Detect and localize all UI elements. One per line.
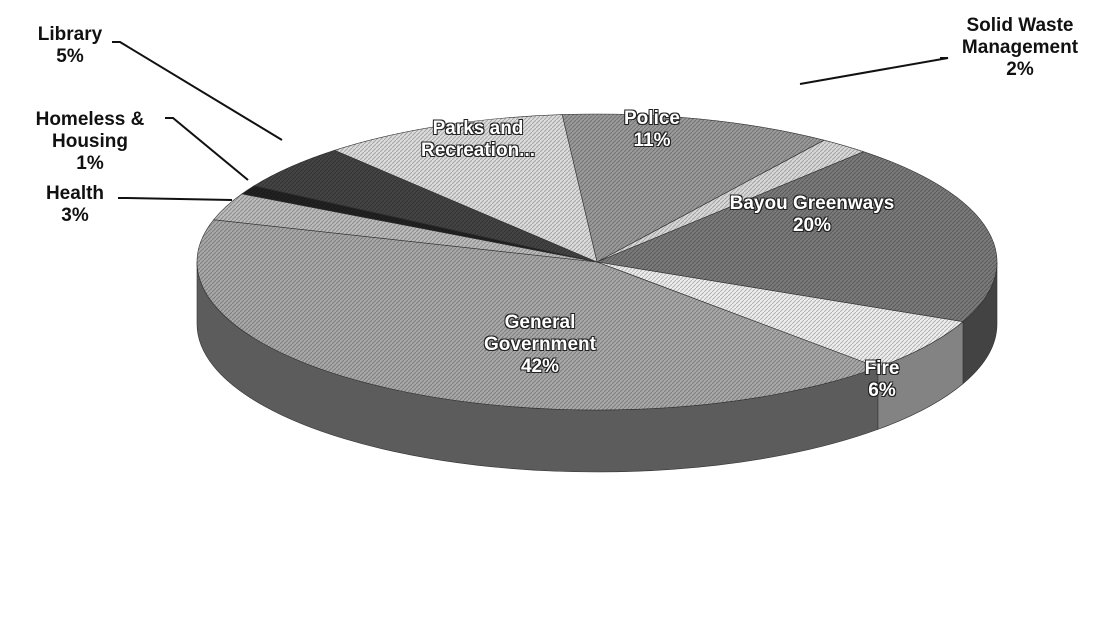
- value-label: 11%: [633, 130, 671, 151]
- category-label: Library: [37, 24, 103, 45]
- category-label: Health: [45, 183, 105, 204]
- value-label: 6%: [868, 380, 896, 401]
- category-label: General Government: [484, 312, 596, 355]
- slice-texture: [213, 193, 598, 262]
- slice-texture: [597, 151, 997, 322]
- slice-texture: [597, 262, 963, 368]
- slice-texture: [597, 140, 864, 262]
- slice-label: General Government 42%: [455, 312, 625, 378]
- value-label: 1%: [76, 153, 104, 174]
- slice-texture: [197, 219, 878, 410]
- slice-texture: [254, 150, 597, 262]
- value-label: 3%: [61, 205, 89, 226]
- slice-label: Solid Waste Management 2%: [925, 15, 1107, 81]
- slice-label: Fire 6%: [865, 358, 900, 402]
- value-label: 2%: [1006, 59, 1034, 80]
- slice-label: Parks and Recreation...: [398, 118, 558, 162]
- slice-label: Police 11%: [624, 108, 680, 152]
- value-label: 20%: [792, 215, 832, 236]
- leader-line: [799, 57, 949, 85]
- category-label: Solid Waste Management: [961, 15, 1079, 58]
- value-label: 5%: [56, 46, 84, 67]
- leader-line: [112, 41, 283, 141]
- category-label: Parks and Recreation...: [420, 118, 536, 161]
- leader-line: [165, 117, 249, 181]
- category-label: Bayou Greenways: [729, 193, 895, 214]
- slice-texture: [241, 185, 597, 262]
- slice-label: Health 3%: [46, 183, 104, 227]
- value-label: 42%: [520, 356, 560, 377]
- category-label: Police: [624, 108, 680, 129]
- slice-label: Bayou Greenways 20%: [672, 193, 952, 237]
- slice-label: Library 5%: [38, 24, 102, 68]
- slice-texture: [562, 114, 825, 262]
- slice-label: Homeless & Housing 1%: [5, 109, 175, 175]
- slice-texture: [334, 114, 597, 262]
- category-label: Homeless & Housing: [35, 109, 145, 152]
- leader-line: [118, 197, 233, 201]
- category-label: Fire: [864, 358, 900, 379]
